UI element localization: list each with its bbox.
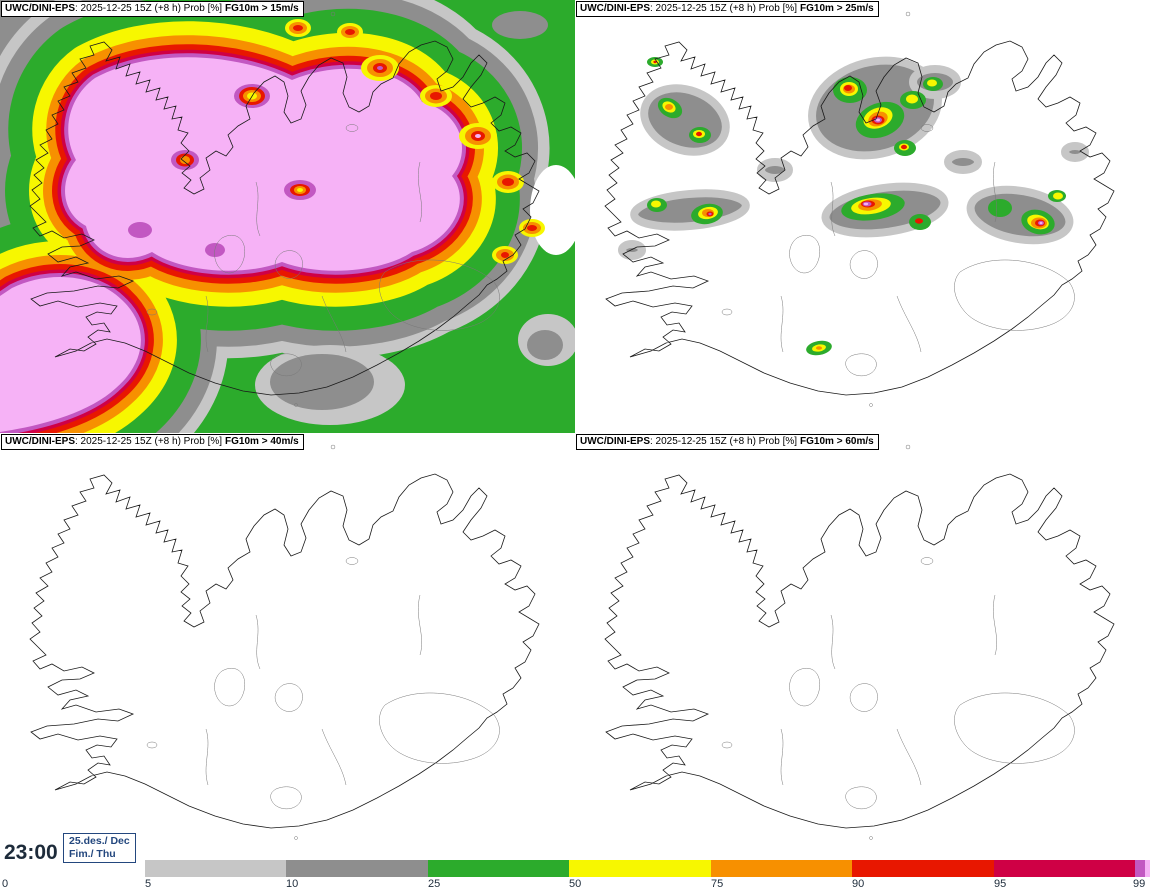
- legend-segment-95-99: [994, 860, 1135, 877]
- legend-tick-25: 25: [428, 878, 441, 890]
- panel-fg15-title: UWC/DINI-EPS: 2025-12-25 15Z (+8 h) Prob…: [1, 1, 304, 17]
- fg25-green-patches: [647, 57, 1066, 356]
- fg15-spot-features: [285, 19, 545, 264]
- legend-bar: [145, 860, 1150, 877]
- fg15-probability-map: [0, 0, 575, 433]
- panel-fg40-title: UWC/DINI-EPS: 2025-12-25 15Z (+8 h) Prob…: [1, 434, 304, 450]
- panel-fg60-map: UWC/DINI-EPS: 2025-12-25 15Z (+8 h) Prob…: [575, 433, 1150, 866]
- threshold-label: FG10m > 15m/s: [225, 3, 299, 14]
- valid-date-line1: 25.des./ Dec: [69, 835, 130, 847]
- panel-fg60-title: UWC/DINI-EPS: 2025-12-25 15Z (+8 h) Prob…: [576, 434, 879, 450]
- legend-tick-90: 90: [852, 878, 865, 890]
- model-name: UWC/DINI-EPS: [5, 436, 75, 447]
- run-details: : 2025-12-25 15Z (+8 h) Prob [%]: [650, 436, 798, 447]
- panel-fg15-map: UWC/DINI-EPS: 2025-12-25 15Z (+8 h) Prob…: [0, 0, 575, 433]
- panel-fg40-map: UWC/DINI-EPS: 2025-12-25 15Z (+8 h) Prob…: [0, 433, 575, 866]
- run-details: : 2025-12-25 15Z (+8 h) Prob [%]: [650, 3, 798, 14]
- legend-segment-10-25: [286, 860, 428, 877]
- model-name: UWC/DINI-EPS: [580, 436, 650, 447]
- run-details: : 2025-12-25 15Z (+8 h) Prob [%]: [75, 3, 223, 14]
- legend-tick-95: 95: [994, 878, 1007, 890]
- fg40-probability-map: [0, 433, 575, 866]
- legend-tick-50: 50: [569, 878, 582, 890]
- legend-tick-5: 5: [145, 878, 152, 890]
- legend-tick-75: 75: [711, 878, 724, 890]
- model-name: UWC/DINI-EPS: [5, 3, 75, 14]
- run-details: : 2025-12-25 15Z (+8 h) Prob [%]: [75, 436, 223, 447]
- legend-tick-99: 99: [1133, 878, 1146, 890]
- threshold-label: FG10m > 40m/s: [225, 436, 299, 447]
- legend-segment-max: [1145, 860, 1150, 877]
- threshold-label: FG10m > 25m/s: [800, 3, 874, 14]
- legend-segment-90-95: [852, 860, 994, 877]
- legend-segment-50-75: [569, 860, 711, 877]
- legend-segment-25-50: [428, 860, 569, 877]
- legend-segment-75-90: [711, 860, 852, 877]
- legend-tick-0: 0: [2, 878, 9, 890]
- legend-segment-5-10: [145, 860, 286, 877]
- fg15-south-gray-patches: [255, 165, 575, 425]
- fg25-probability-map: [575, 0, 1150, 433]
- valid-time: 23:00: [4, 841, 58, 864]
- valid-date-line2: Fim./ Thu: [69, 848, 116, 860]
- panel-fg25-map: UWC/DINI-EPS: 2025-12-25 15Z (+8 h) Prob…: [575, 0, 1150, 433]
- valid-date-box: 25.des./ Dec Fim./ Thu: [63, 833, 136, 863]
- panel-fg25-title: UWC/DINI-EPS: 2025-12-25 15Z (+8 h) Prob…: [576, 1, 879, 17]
- legend-segment-99+: [1135, 860, 1145, 877]
- fg25-pink-cores: [863, 118, 1043, 224]
- threshold-label: FG10m > 60m/s: [800, 436, 874, 447]
- legend-tick-10: 10: [286, 878, 299, 890]
- legend-ticks: 0 5 10 25 50 75 90 95 99: [0, 878, 1150, 890]
- fg60-probability-map: [575, 433, 1150, 866]
- model-name: UWC/DINI-EPS: [580, 3, 650, 14]
